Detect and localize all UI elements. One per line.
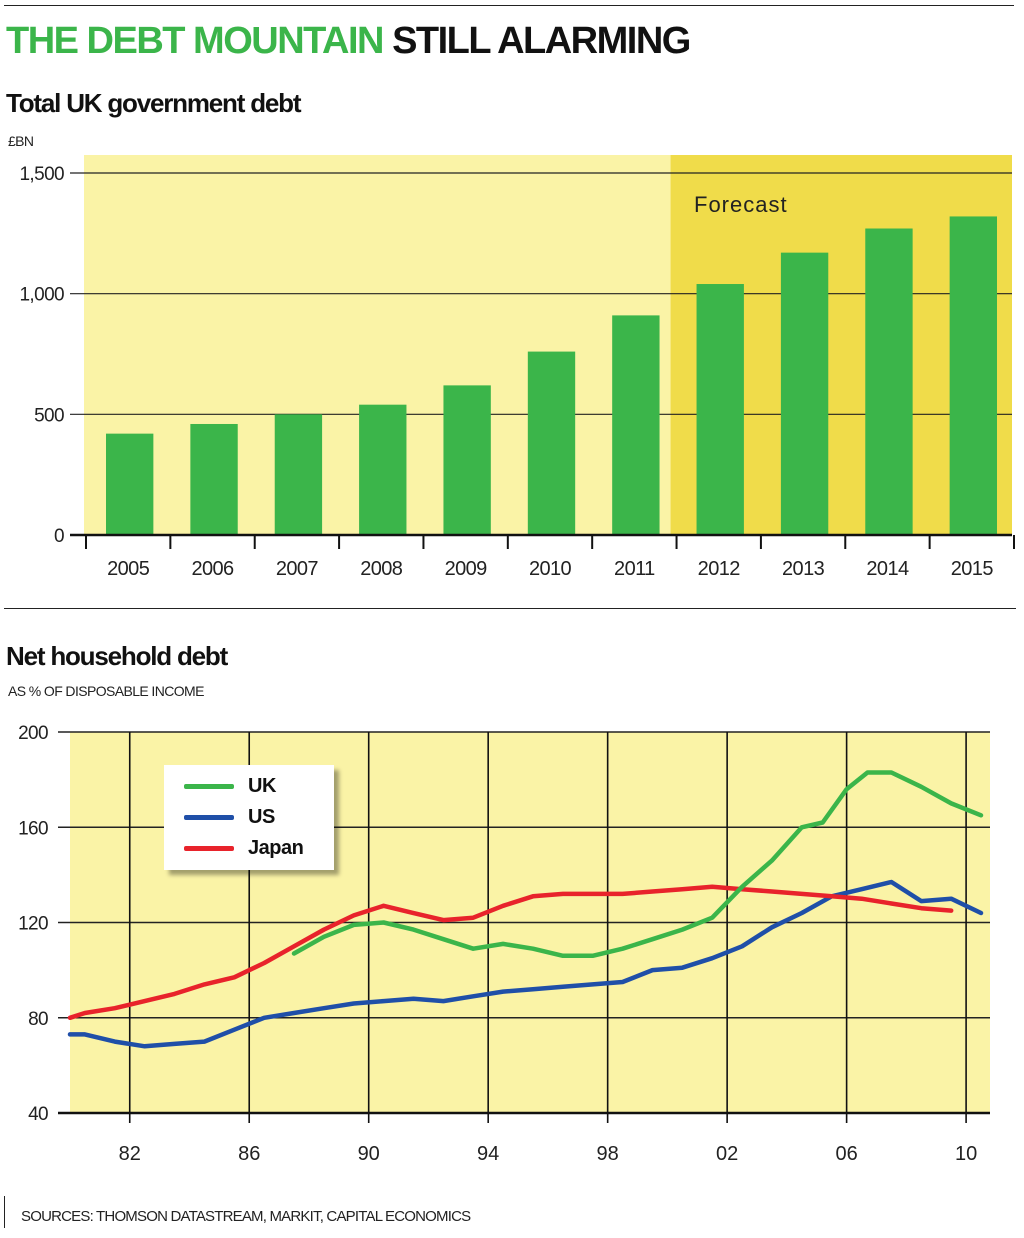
bar-xtick-label: 2015	[951, 558, 994, 580]
source-footer: SOURCES: THOMSON DATASTREAM, MARKIT, CAP…	[4, 1196, 1019, 1228]
legend-label-japan: Japan	[248, 836, 304, 859]
bar-2011	[612, 315, 660, 535]
bar-chart: 0 500 1,000 1,500 2005 2006 2007 2008 2009 2010 20…	[19, 155, 1015, 580]
bar-xtick-label: 2005	[107, 558, 150, 580]
line-chart-legend: UK US Japan	[164, 765, 334, 870]
legend-label-us: US	[248, 805, 275, 828]
line-chart-title: Net household debt	[6, 641, 228, 671]
legend-item-uk: UK	[184, 773, 276, 799]
bar-xtick-label: 2012	[698, 558, 741, 580]
legend-label-uk: UK	[248, 774, 276, 797]
line-ytick-label: 80	[28, 1009, 48, 1030]
bar-2015	[949, 216, 997, 535]
bar-2010	[527, 351, 576, 535]
headline: THE DEBT MOUNTAIN STILL ALARMING	[6, 20, 691, 63]
line-xtick-label: 98	[597, 1143, 619, 1165]
bar-xtick-label: 2014	[866, 558, 909, 580]
legend-swatch-uk	[184, 783, 234, 789]
bar-xtick-label: 2006	[191, 558, 234, 580]
bar-xtick-label: 2008	[360, 558, 403, 580]
section-divider	[4, 608, 1016, 609]
line-series-uk	[291, 770, 984, 959]
legend-item-us: US	[184, 804, 275, 830]
line-xtick-label: 90	[358, 1143, 380, 1165]
line-ytick-label: 200	[18, 723, 48, 744]
legend-swatch-us	[184, 814, 234, 820]
bar-xtick-label: 2013	[782, 558, 825, 580]
bar-xtick-label: 2007	[276, 558, 319, 580]
headline-black: STILL ALARMING	[392, 20, 691, 62]
headline-green: THE DEBT MOUNTAIN	[6, 20, 385, 62]
bar-ytick-label: 500	[34, 405, 64, 426]
bar-xtick-label: 2009	[445, 558, 488, 580]
bar-ytick-label: 0	[54, 526, 64, 547]
bar-2014	[865, 228, 913, 536]
bar-ytick-label: 1,500	[19, 164, 64, 185]
line-xtick-label: 06	[835, 1143, 857, 1165]
bar-2006	[190, 423, 238, 535]
line-ytick-label: 120	[18, 914, 48, 935]
bar-chart-title: Total UK government debt	[6, 88, 301, 118]
bar-chart-unit: £BN	[8, 133, 34, 149]
legend-swatch-japan	[184, 845, 234, 851]
bar-2007	[274, 414, 323, 535]
forecast-label: Forecast	[694, 192, 788, 217]
line-series-japan	[67, 884, 954, 1021]
bar-xtick-label: 2010	[529, 558, 572, 580]
line-ytick-label: 160	[18, 818, 48, 839]
line-xtick-label: 86	[238, 1143, 260, 1165]
bar-2008	[359, 404, 407, 535]
bar-2012	[696, 284, 744, 535]
bar-xtick-label: 2011	[614, 558, 655, 580]
line-xtick-label: 82	[119, 1143, 141, 1165]
line-xtick-label: 02	[716, 1143, 738, 1165]
line-ytick-label: 40	[28, 1104, 48, 1125]
top-rule	[4, 5, 1014, 6]
line-chart-unit: AS % OF DISPOSABLE INCOME	[8, 683, 204, 699]
bar-2009	[443, 385, 491, 535]
source-text: SOURCES: THOMSON DATASTREAM, MARKIT, CAP…	[21, 1208, 471, 1225]
bar-2005	[106, 433, 154, 535]
line-xtick-label: 10	[955, 1143, 977, 1165]
line-chart: 40 80 120 160 200 82 86 90 94 98 02 06 10	[18, 723, 990, 1165]
line-series-us	[67, 879, 984, 1049]
legend-item-japan: Japan	[184, 835, 304, 861]
bar-2013	[780, 252, 829, 535]
line-xtick-label: 94	[477, 1143, 499, 1165]
bar-ytick-label: 1,000	[19, 285, 64, 306]
